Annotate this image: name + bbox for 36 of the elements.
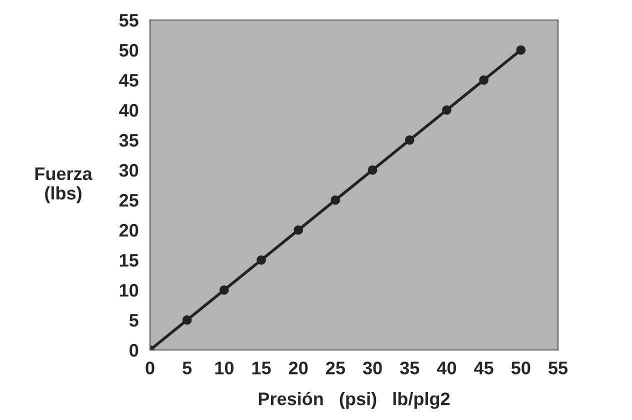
point — [182, 315, 192, 325]
x-tick-label: 30 — [362, 362, 382, 374]
point — [256, 255, 266, 265]
y-tick-label: 20 — [119, 224, 138, 237]
y-tick-label: 40 — [119, 104, 138, 117]
y-tick-label: 15 — [120, 254, 138, 267]
y-tick-label: 35 — [119, 134, 138, 147]
point — [368, 165, 378, 175]
y-tick-label: 55 — [119, 14, 138, 27]
y-tick-label: 45 — [119, 74, 138, 87]
x-tick-label: 45 — [474, 362, 494, 374]
x-tick-label: 10 — [215, 362, 234, 374]
y-tick-label: 50 — [119, 44, 138, 57]
x-tick-label: 20 — [288, 362, 308, 374]
x-tick-label: 35 — [400, 362, 420, 374]
y-tick-label: 10 — [120, 284, 138, 297]
point — [294, 225, 304, 235]
point — [219, 285, 229, 295]
y-tick-label: 5 — [129, 314, 138, 327]
point — [516, 45, 526, 55]
x-tick-label: 5 — [182, 362, 192, 374]
x-tick-label: 40 — [436, 362, 456, 374]
x-tick-label: 15 — [252, 362, 271, 374]
x-tick-label: 25 — [326, 362, 345, 374]
y-tick-label: 0 — [130, 344, 138, 357]
point — [404, 135, 414, 145]
y-axis-title: Fuerza (lbs) — [35, 168, 92, 204]
point — [442, 105, 452, 115]
x-tick-label: 0 — [146, 362, 154, 374]
x-axis-title: Presión (psi) lb/plg2 — [258, 392, 450, 409]
y-tick-label: 30 — [119, 164, 138, 177]
x-tick-label: 50 — [511, 362, 530, 374]
point — [330, 195, 340, 205]
y-tick-label: 25 — [119, 194, 138, 207]
x-tick-label: 55 — [548, 362, 568, 374]
point — [479, 75, 489, 85]
